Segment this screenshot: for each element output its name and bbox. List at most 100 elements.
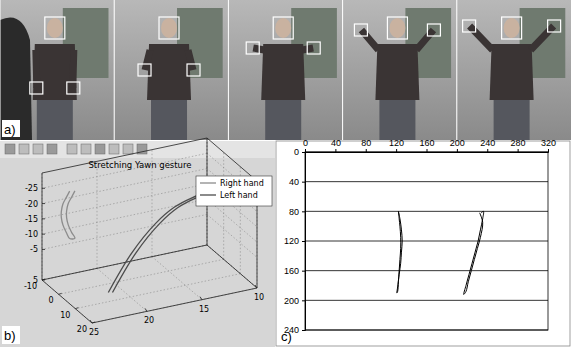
y-tick: 200 [284, 296, 305, 306]
legs [265, 100, 301, 140]
legend: Right handLeft hand [196, 176, 272, 206]
x-tick: 80 [361, 138, 371, 152]
y-tick: 120 [284, 236, 305, 246]
torso [147, 44, 191, 100]
plot-lines [397, 211, 484, 294]
x-tick [59, 293, 62, 294]
grid [42, 138, 257, 323]
toolbar-icon [5, 144, 15, 154]
frame-separator [0, 0, 1, 140]
x-axis-line [306, 149, 549, 153]
z-tick-label: -15 [25, 215, 38, 224]
grid-line-x [42, 245, 207, 280]
torso [375, 44, 419, 100]
track-box [463, 20, 476, 32]
torso [490, 44, 534, 100]
photo-frame [0, 0, 114, 140]
x-tick-mark [487, 149, 488, 152]
photo-frame [457, 0, 571, 140]
box-edge [207, 138, 257, 181]
grid-line-y [305, 270, 548, 271]
x-tick: 160 [419, 138, 434, 152]
y-tick-mark [302, 211, 305, 212]
x-tick-label: 240 [480, 138, 495, 148]
plot-lines [61, 191, 209, 293]
photo-background [114, 0, 228, 140]
x-tick-label: 0 [49, 296, 54, 305]
grid [305, 152, 548, 330]
z-tick-label: -25 [25, 184, 38, 193]
x-tick-label: 0 [303, 138, 308, 148]
z-tick [42, 249, 45, 250]
head [161, 18, 177, 38]
arms [470, 26, 554, 50]
y-tick: 40 [289, 177, 305, 187]
y-tick [145, 308, 147, 311]
grid-line-z [42, 169, 207, 204]
x-tick-mark [366, 149, 367, 152]
x-tick [42, 279, 45, 280]
x-tick-mark [396, 149, 397, 152]
head [504, 18, 520, 38]
photo-frame [114, 0, 228, 140]
x-tick-label: 40 [331, 138, 341, 148]
y-tick-label: 10 [254, 293, 264, 302]
x-tick-label: 120 [389, 138, 404, 148]
track-box [45, 17, 65, 39]
photo-background [457, 0, 571, 140]
y-tick-mark [302, 152, 305, 153]
legs [37, 100, 73, 140]
panel-background [276, 141, 570, 346]
toolbar-icon [19, 144, 29, 154]
y-tick-label: 80 [289, 207, 299, 217]
toolbar-icon [33, 144, 43, 154]
x-axis-line [42, 280, 92, 323]
y-tick: 160 [284, 266, 305, 276]
photo-strip: a) [0, 0, 571, 140]
panel-label: c) [281, 329, 292, 344]
x-tick-mark [305, 149, 306, 152]
track-box [502, 17, 522, 39]
y-tick-label: 15 [199, 305, 209, 314]
x-tick-label: 200 [450, 138, 465, 148]
track-box [187, 64, 200, 76]
x-tick-label: 20 [77, 325, 87, 334]
x-tick [75, 308, 78, 309]
photo-background [228, 0, 342, 140]
y-tick-mark [302, 330, 305, 331]
z-tick-label: 5 [33, 276, 38, 285]
legend-swatch [200, 182, 216, 183]
x-tick: 40 [331, 138, 341, 152]
photo-frame [228, 0, 342, 140]
head [389, 18, 405, 38]
toolbar-icon [67, 144, 77, 154]
series-line [108, 193, 208, 292]
box-edge [42, 138, 207, 173]
frame-separator [342, 0, 343, 140]
panel-3d: -100102010152025-25-20-15-10-55Stretchin… [0, 138, 275, 347]
arms [361, 30, 433, 50]
box-edge [207, 245, 257, 288]
track-box [548, 20, 561, 32]
grid-line-z [42, 245, 207, 280]
bystander [0, 18, 32, 141]
y-tick [90, 320, 92, 323]
y-tick-label: 0 [294, 147, 299, 157]
panel-label: a) [4, 122, 16, 137]
legend-label: Right hand [220, 179, 264, 188]
panel-label-box [2, 120, 20, 137]
photo-background [343, 0, 457, 140]
figure: a)-100102010152025-25-20-15-10-55Stretch… [0, 0, 571, 347]
frame-separator [114, 0, 115, 140]
grid-line-y [305, 211, 548, 212]
head [47, 18, 63, 38]
torso [33, 44, 77, 100]
grid-line-x [92, 288, 257, 323]
y-tick-label: 200 [284, 296, 299, 306]
axis-box [42, 138, 257, 323]
grid-line-x [75, 274, 240, 309]
y-tick-label: 40 [289, 177, 299, 187]
ticks: -100102010152025-25-20-15-10-55 [24, 184, 264, 337]
x-tick-label: 10 [60, 311, 70, 320]
figure-background [0, 141, 275, 347]
